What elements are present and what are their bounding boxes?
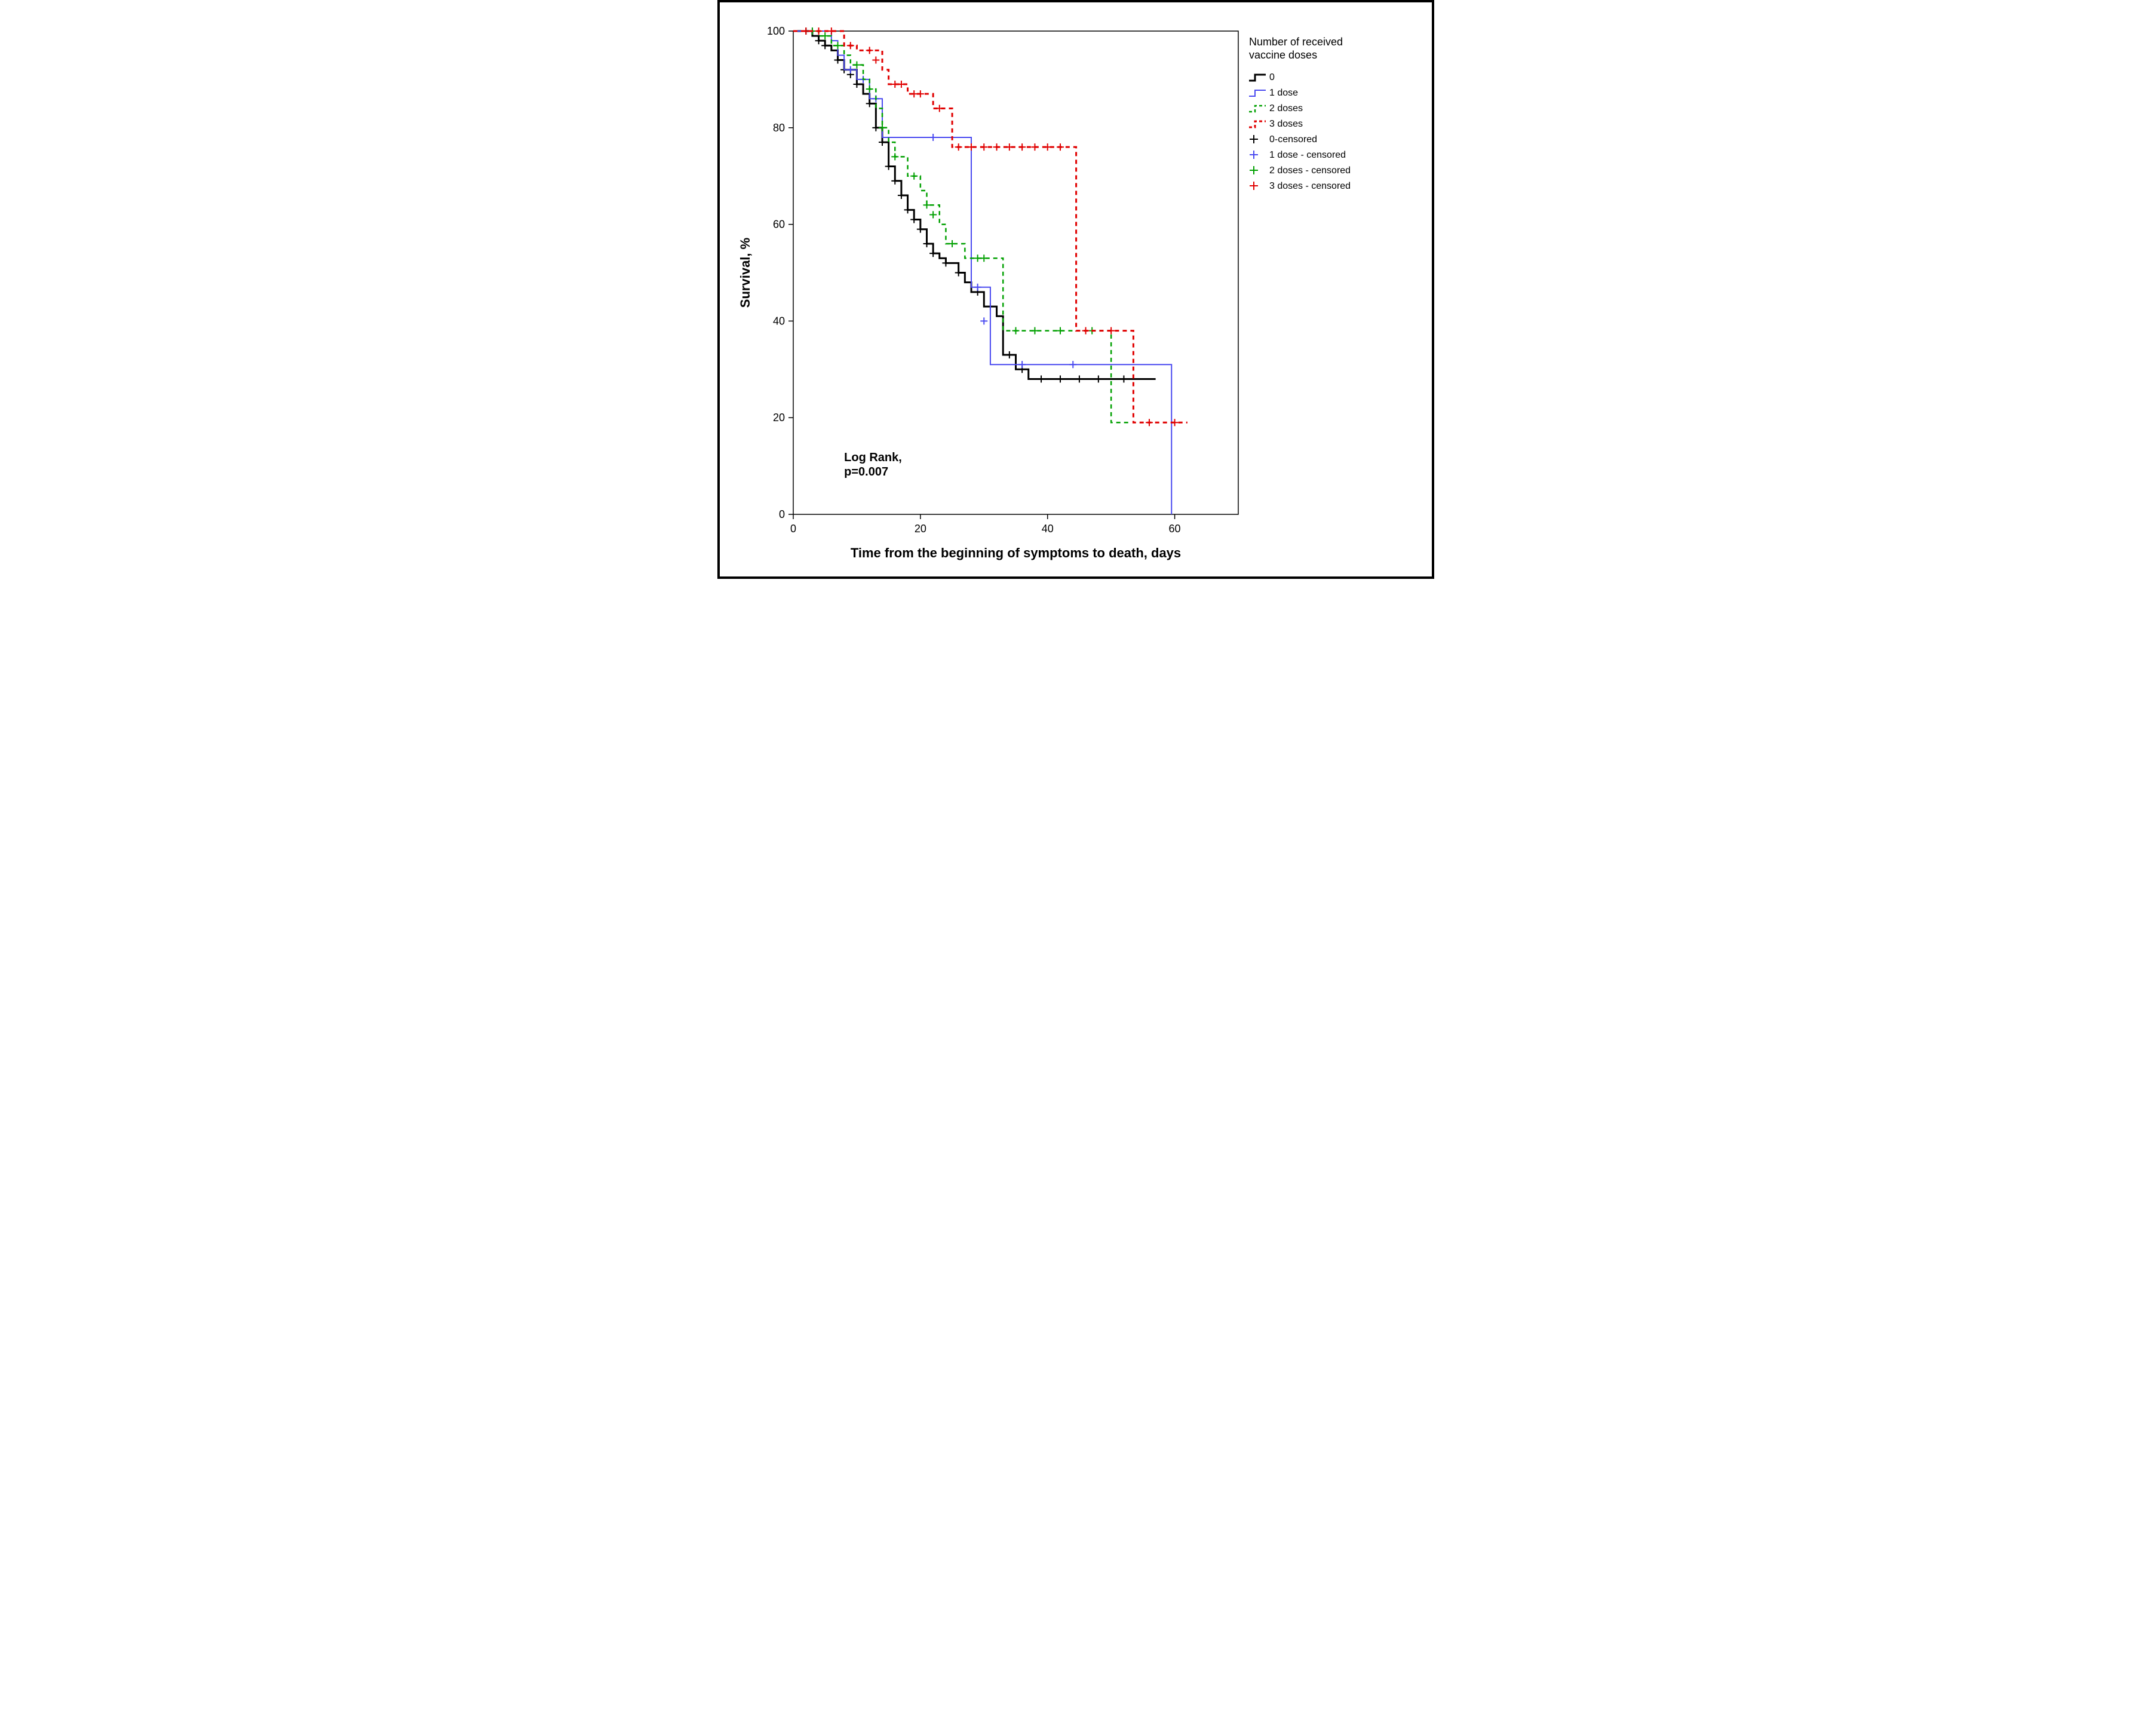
y-tick-label: 60 xyxy=(772,219,784,231)
y-tick-label: 0 xyxy=(778,508,784,520)
legend-label: 0-censored xyxy=(1269,134,1317,145)
x-tick-label: 40 xyxy=(1041,523,1053,535)
legend-label: 2 doses - censored xyxy=(1269,165,1351,176)
y-tick-label: 20 xyxy=(772,412,784,424)
survival-curve xyxy=(793,31,1156,379)
y-axis-label: Survival, % xyxy=(738,238,753,308)
y-tick-label: 100 xyxy=(766,25,784,37)
annotation-text: p=0.007 xyxy=(844,465,888,479)
plot-wrap: 0 20 40 60 0 20 40 60 80 100 Time from the beginni… xyxy=(731,13,1421,566)
legend-label: 0 xyxy=(1269,72,1275,82)
annotation-text: Log Rank, xyxy=(844,451,902,464)
legend-swatch-step xyxy=(1249,90,1266,96)
x-tick-label: 20 xyxy=(914,523,926,535)
x-tick-label: 60 xyxy=(1168,523,1180,535)
legend-swatch-step xyxy=(1249,75,1266,81)
legend-label: 1 dose - censored xyxy=(1269,150,1346,160)
x-tick-label: 0 xyxy=(790,523,796,535)
legend-title: Number of received xyxy=(1249,36,1343,48)
legend-title: vaccine doses xyxy=(1249,49,1317,61)
legend-swatch-step xyxy=(1249,106,1266,112)
legend-label: 3 doses xyxy=(1269,119,1303,129)
legend-label: 3 doses - censored xyxy=(1269,181,1351,191)
x-axis-label: Time from the beginning of symptoms to d… xyxy=(850,545,1180,560)
legend-swatch-step xyxy=(1249,121,1266,127)
chart-frame: 0 20 40 60 0 20 40 60 80 100 Time from the beginni… xyxy=(717,0,1434,579)
legend-label: 1 dose xyxy=(1269,88,1298,98)
survival-curve xyxy=(793,31,1171,514)
y-tick-label: 40 xyxy=(772,315,784,327)
survival-chart: 0 20 40 60 0 20 40 60 80 100 Time from the beginni… xyxy=(731,13,1423,568)
survival-curve xyxy=(793,31,1130,422)
legend-label: 2 doses xyxy=(1269,103,1303,114)
y-tick-label: 80 xyxy=(772,122,784,134)
